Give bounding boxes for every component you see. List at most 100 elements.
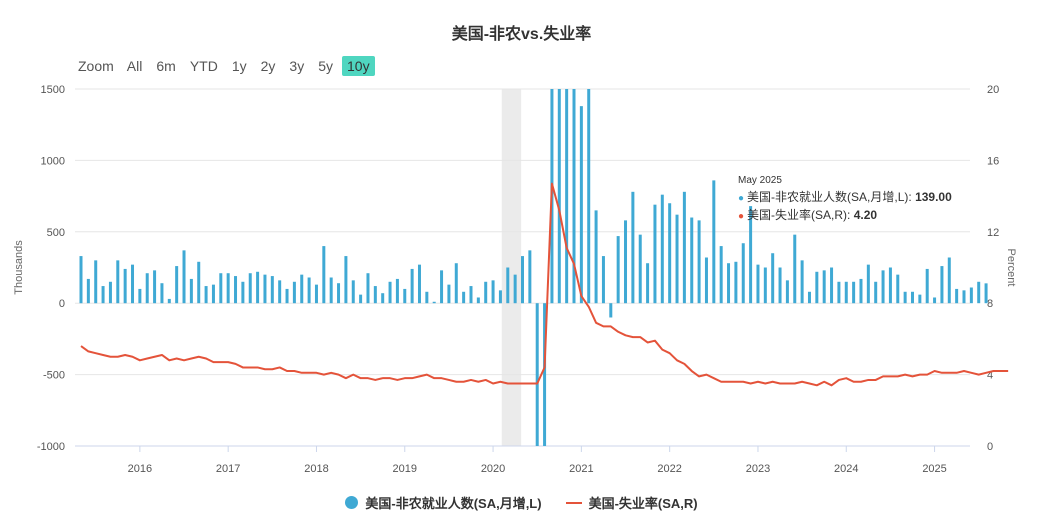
legend-line-icon	[565, 501, 582, 504]
left-tick-label: 1000	[41, 155, 65, 167]
payroll-bar	[719, 246, 723, 304]
payroll-bar	[557, 89, 561, 304]
payroll-bar	[793, 234, 797, 304]
payroll-bar	[403, 288, 407, 304]
payroll-bar	[668, 203, 672, 304]
payroll-bar	[947, 257, 951, 304]
right-tick-label: 16	[987, 155, 999, 167]
tooltip-label: 美国-非农就业人数(SA,月增,L):	[747, 190, 916, 204]
payroll-bar	[101, 286, 105, 304]
x-tick-label: 2020	[481, 463, 505, 475]
tooltip-bullet-icon: ●	[738, 211, 745, 222]
payroll-bar	[521, 256, 524, 304]
range-button-10y[interactable]: 10y	[342, 56, 375, 76]
legend-item-payrolls[interactable]: 美国-非农就业人数(SA,月增,L)	[345, 493, 542, 512]
payroll-bar	[653, 204, 657, 304]
payroll-bar	[697, 220, 701, 304]
left-tick-label: 500	[47, 227, 65, 239]
range-button-ytd[interactable]: YTD	[189, 58, 218, 74]
legend-label: 美国-失业率(SA,R)	[588, 496, 698, 511]
payroll-bar	[145, 273, 149, 304]
payroll-bar	[807, 291, 811, 304]
payroll-bar	[690, 217, 694, 304]
tooltip-date: May 2025	[738, 175, 782, 186]
payroll-bar	[94, 260, 98, 304]
payroll-bar	[373, 286, 377, 304]
payroll-bar	[881, 270, 885, 304]
payroll-bar	[300, 274, 304, 304]
payroll-bar	[381, 293, 385, 304]
payroll-bar	[204, 286, 208, 304]
payroll-bar	[476, 297, 480, 304]
payroll-bar	[565, 89, 569, 304]
range-button-2y[interactable]: 2y	[260, 58, 276, 74]
range-button-6m[interactable]: 6m	[156, 58, 176, 74]
payroll-bar	[498, 290, 502, 304]
range-button-3y[interactable]: 3y	[289, 58, 305, 74]
payroll-bar	[962, 290, 966, 304]
payroll-bar	[601, 256, 605, 304]
legend-label: 美国-非农就业人数(SA,月增,L)	[365, 496, 542, 511]
x-tick-label: 2019	[393, 463, 417, 475]
payroll-bar	[491, 280, 495, 304]
payroll-bar	[741, 243, 745, 304]
left-tick-label: 0	[59, 298, 65, 310]
right-tick-label: 0	[987, 441, 993, 453]
payroll-bar	[285, 288, 289, 304]
range-button-1y[interactable]: 1y	[231, 58, 247, 74]
payroll-bar	[874, 281, 878, 304]
payroll-bar	[955, 288, 959, 304]
payroll-bar	[969, 287, 973, 304]
payroll-bar	[344, 256, 348, 304]
payroll-bar	[469, 286, 473, 304]
range-button-all[interactable]: All	[126, 58, 143, 74]
payroll-bar	[528, 250, 532, 304]
payroll-bar	[432, 301, 436, 304]
payroll-bar	[123, 268, 127, 304]
payroll-bar	[86, 278, 90, 304]
payroll-bar	[270, 276, 274, 304]
tooltip-label: 美国-失业率(SA,R):	[747, 208, 854, 222]
payroll-bar	[108, 281, 112, 304]
payroll-bar	[756, 264, 760, 304]
payroll-bar	[543, 303, 547, 446]
x-tick-label: 2024	[834, 463, 858, 475]
payroll-bar	[307, 277, 311, 304]
payroll-bar	[189, 278, 193, 304]
payroll-bar	[182, 250, 186, 304]
payroll-bar	[830, 267, 834, 304]
payroll-bar	[594, 210, 598, 304]
chart-legend: 美国-非农就业人数(SA,月增,L) 美国-失业率(SA,R)	[0, 493, 1043, 512]
payroll-bar	[763, 267, 767, 304]
payroll-bar	[940, 266, 944, 304]
legend-item-unemployment[interactable]: 美国-失业率(SA,R)	[565, 493, 698, 512]
payroll-bar	[631, 191, 635, 304]
payroll-bar	[616, 236, 620, 304]
x-tick-label: 2016	[128, 463, 152, 475]
payroll-bar	[675, 214, 679, 304]
payroll-bar	[903, 291, 907, 304]
payroll-bar	[197, 261, 201, 304]
payroll-bar	[351, 280, 355, 304]
x-tick-label: 2017	[216, 463, 240, 475]
x-tick-label: 2025	[922, 463, 946, 475]
payroll-bar	[587, 89, 591, 304]
payroll-bar	[852, 281, 856, 304]
right-tick-label: 4	[987, 370, 993, 382]
payroll-bar	[153, 270, 157, 304]
payroll-bar	[131, 264, 135, 304]
left-tick-label: -500	[43, 370, 65, 382]
payroll-bar	[609, 303, 613, 318]
payroll-bar	[778, 267, 782, 304]
payroll-bar	[417, 264, 421, 304]
left-tick-label: 1500	[41, 84, 65, 96]
payroll-bar	[175, 266, 179, 304]
left-axis-title: Thousands	[13, 240, 25, 295]
payroll-bar	[226, 273, 230, 304]
payroll-bar	[815, 271, 819, 304]
payroll-bar	[395, 278, 399, 304]
range-button-5y[interactable]: 5y	[318, 58, 333, 74]
payroll-bar	[579, 106, 583, 304]
payroll-bar	[984, 283, 988, 304]
